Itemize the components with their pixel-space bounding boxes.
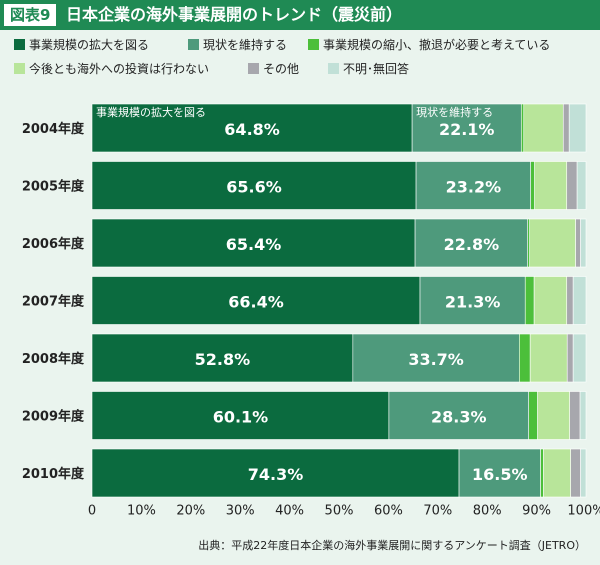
title-bar: 図表9 日本企業の海外事業展開のトレンド（震災前） <box>0 0 600 30</box>
data-label: 64.8% <box>224 120 280 139</box>
data-label: 16.5% <box>472 465 528 484</box>
data-label: 22.8% <box>444 235 500 254</box>
bar-segment <box>570 448 581 498</box>
category-label: 2008年度 <box>22 351 85 367</box>
bar-segment <box>579 391 587 440</box>
bar-segment <box>529 333 568 383</box>
legend-label: 不明･無回答 <box>343 62 410 76</box>
category-label: 2004年度 <box>22 121 85 137</box>
bar-segment <box>419 276 526 325</box>
bar-segment <box>580 218 587 268</box>
bar-segment <box>530 161 535 210</box>
bar-segment <box>519 333 531 383</box>
bar-segment <box>91 391 390 440</box>
bar-segment <box>352 333 520 383</box>
legend-label: 事業規模の拡大を図る <box>29 38 150 52</box>
x-tick-label: 70% <box>423 504 452 519</box>
bar-segment <box>566 333 574 383</box>
bar-segment <box>91 448 460 498</box>
data-label: 74.3% <box>248 465 304 484</box>
bar-segment <box>388 391 529 440</box>
legend-item: 事業規模の拡大を図る <box>14 38 149 52</box>
bar-segment <box>458 448 541 498</box>
legend-label: 事業規模の縮小、撤退が必要と考えている <box>323 38 551 52</box>
data-label: 65.4% <box>226 235 282 254</box>
bar-segment <box>91 276 421 325</box>
category-label: 2010年度 <box>22 466 85 482</box>
data-label: 22.1% <box>439 120 495 139</box>
figure-number-badge: 図表9 <box>4 4 57 26</box>
x-tick-label: 80% <box>473 504 502 519</box>
legend-item: 事業規模の縮小、撤退が必要と考えている <box>308 38 550 52</box>
bar-segment <box>562 103 570 153</box>
legend-item: その他 <box>248 62 299 76</box>
legend-label: その他 <box>263 62 300 76</box>
source-note: 出典：平成22年度日本企業の海外事業展開に関するアンケート調査（JETRO） <box>198 539 586 552</box>
legend-swatch <box>248 63 259 74</box>
data-label: 65.6% <box>226 178 282 197</box>
bar-segment <box>91 103 413 153</box>
bar-segment <box>572 276 587 325</box>
bar-segment <box>91 161 417 210</box>
x-tick-label: 30% <box>226 504 255 519</box>
legend-swatch <box>328 63 339 74</box>
data-label: 21.3% <box>445 293 501 312</box>
bar-segment <box>528 391 538 440</box>
bar-segment <box>572 333 587 383</box>
bar-segment <box>529 218 576 268</box>
bar-segment <box>91 333 354 383</box>
legend-item: 今後とも海外への投資は行わない <box>14 62 209 76</box>
data-label: 60.1% <box>213 408 269 427</box>
legend-item: 現状を維持する <box>188 38 287 52</box>
bar-segment <box>524 276 535 325</box>
bar-segment <box>520 103 525 153</box>
bar-segment <box>411 103 522 153</box>
legend-swatch <box>188 39 199 50</box>
legend-item: 不明･無回答 <box>328 62 409 76</box>
bar-segment <box>575 218 581 268</box>
data-label: 66.4% <box>228 293 284 312</box>
bar-segment <box>540 448 544 498</box>
category-label: 2005年度 <box>22 179 85 195</box>
in-bar-series-label: 現状を維持する <box>416 105 493 119</box>
legend-label: 現状を維持する <box>203 38 288 52</box>
bar-segment <box>580 448 587 498</box>
bar-segment <box>568 103 587 153</box>
category-label: 2007年度 <box>22 294 85 310</box>
bar-segment <box>533 276 568 325</box>
bar-segment <box>523 103 564 153</box>
legend-swatch <box>14 63 25 74</box>
in-bar-series-label: 事業規模の拡大を図る <box>96 105 206 119</box>
x-tick-label: 60% <box>374 504 403 519</box>
bar-segment <box>566 161 578 210</box>
x-tick-label: 20% <box>176 504 205 519</box>
legend-swatch <box>14 39 25 50</box>
x-tick-label: 0 <box>88 504 96 519</box>
bar-segment <box>569 391 581 440</box>
bar-segment <box>91 218 416 268</box>
category-label: 2009年度 <box>22 409 85 425</box>
legend-swatch <box>308 39 319 50</box>
x-tick-label: 10% <box>127 504 156 519</box>
data-label: 33.7% <box>408 350 464 369</box>
x-tick-label: 100% <box>567 504 600 519</box>
bar-segment <box>566 276 574 325</box>
x-tick-label: 50% <box>325 504 354 519</box>
bar-segment <box>537 391 570 440</box>
stacked-bar-chart: 2004年度 64.8% 事業規模の拡大を図る 22.1%現状を維持する 2005年度 6… <box>22 103 600 519</box>
data-label: 28.3% <box>431 408 487 427</box>
bar-segment <box>543 448 571 498</box>
data-label: 23.2% <box>446 178 502 197</box>
bar-segment <box>414 218 529 268</box>
chart-title: 日本企業の海外事業展開のトレンド（震災前） <box>66 5 403 24</box>
x-tick-label: 40% <box>275 504 304 519</box>
bar-segment <box>534 161 568 210</box>
data-label: 52.8% <box>195 350 251 369</box>
x-tick-label: 90% <box>522 504 551 519</box>
legend-label: 今後とも海外への投資は行わない <box>29 62 210 76</box>
category-label: 2006年度 <box>22 236 85 252</box>
bar-segment <box>576 161 587 210</box>
